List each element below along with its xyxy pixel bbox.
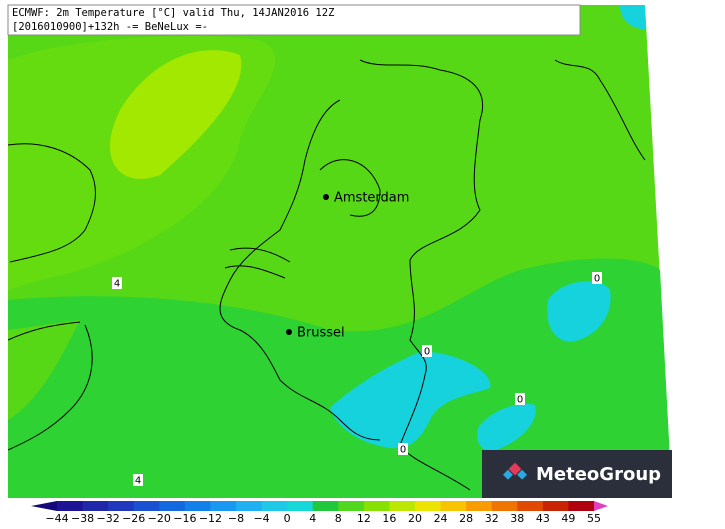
legend-swatch xyxy=(184,501,211,511)
legend-tick-label: 55 xyxy=(587,512,601,525)
coastline xyxy=(7,59,646,491)
cold-region xyxy=(477,403,536,452)
contour-label: 0 xyxy=(400,445,406,456)
legend-swatch xyxy=(236,501,263,511)
legend-swatch xyxy=(82,501,109,511)
cold-region xyxy=(330,351,491,449)
contour-label-box xyxy=(398,443,408,455)
legend-swatch xyxy=(440,501,467,511)
contour-label-box xyxy=(515,393,525,405)
legend-tick-label: −44 xyxy=(45,512,68,525)
contour-label-box xyxy=(133,474,143,486)
warm-sea-region xyxy=(109,50,242,179)
cold-region xyxy=(547,281,611,342)
header-box xyxy=(7,4,581,36)
coastal-region xyxy=(8,320,80,420)
legend-tick-label: 38 xyxy=(510,512,524,525)
legend-arrow xyxy=(31,501,57,511)
legend-tick-label: −38 xyxy=(71,512,94,525)
legend-tick-label: 28 xyxy=(459,512,473,525)
contour-label: 0 xyxy=(424,347,430,358)
legend-tick-label: −26 xyxy=(122,512,145,525)
legend-swatch xyxy=(363,501,390,511)
legend-tick-label: 4 xyxy=(309,512,316,525)
contour-label: 0 xyxy=(594,274,600,285)
legend-tick-label: −12 xyxy=(199,512,222,525)
contour-label-box xyxy=(112,277,122,289)
legend-swatch xyxy=(542,501,569,511)
legend-tick-label: 43 xyxy=(536,512,550,525)
contour-label: 4 xyxy=(114,279,120,290)
legend-swatch xyxy=(133,501,160,511)
city-label: Brussel xyxy=(297,326,345,341)
legend-tick-label: 8 xyxy=(335,512,342,525)
legend-swatch xyxy=(210,501,237,511)
legend-swatch xyxy=(287,501,314,511)
legend-tick-label: −20 xyxy=(148,512,171,525)
contour-label-box xyxy=(422,345,432,357)
legend-tick-label: 49 xyxy=(561,512,575,525)
legend-swatch xyxy=(261,501,288,511)
legend-swatch xyxy=(312,501,339,511)
header-line: ECMWF: 2m Temperature [°C] valid Thu, 14… xyxy=(12,7,334,19)
legend-tick-label: 20 xyxy=(408,512,422,525)
legend-swatch xyxy=(57,501,84,511)
legend-swatch xyxy=(108,501,135,511)
legend-tick-label: 24 xyxy=(434,512,448,525)
legend-tick-label: 0 xyxy=(284,512,291,525)
legend-tick-label: −8 xyxy=(228,512,244,525)
legend-tick-label: −32 xyxy=(97,512,120,525)
contour-label: 0 xyxy=(517,395,523,406)
legend-tick-label: 16 xyxy=(382,512,396,525)
legend-swatch xyxy=(389,501,416,511)
header-line: [2016010900]+132h -= BeNeLux =- xyxy=(12,21,208,33)
city-marker xyxy=(286,329,292,335)
contour-label: 4 xyxy=(135,476,141,487)
legend-arrow xyxy=(594,501,608,511)
legend-swatch xyxy=(159,501,186,511)
legend-tick-label: 12 xyxy=(357,512,371,525)
legend-swatch xyxy=(338,501,365,511)
legend-swatch xyxy=(491,501,518,511)
legend-tick-label: −16 xyxy=(173,512,196,525)
city-marker xyxy=(323,194,329,200)
legend-swatch xyxy=(517,501,544,511)
cold-region xyxy=(620,5,646,30)
legend-swatch xyxy=(415,501,442,511)
legend-swatch xyxy=(466,501,493,511)
legend-tick-label: 32 xyxy=(485,512,499,525)
estuary xyxy=(224,247,291,279)
logo-text: MeteoGroup xyxy=(536,464,661,485)
legend-tick-label: −4 xyxy=(253,512,269,525)
contour-label-box xyxy=(592,272,602,284)
city-label: Amsterdam xyxy=(334,191,409,206)
legend-swatch xyxy=(568,501,595,511)
